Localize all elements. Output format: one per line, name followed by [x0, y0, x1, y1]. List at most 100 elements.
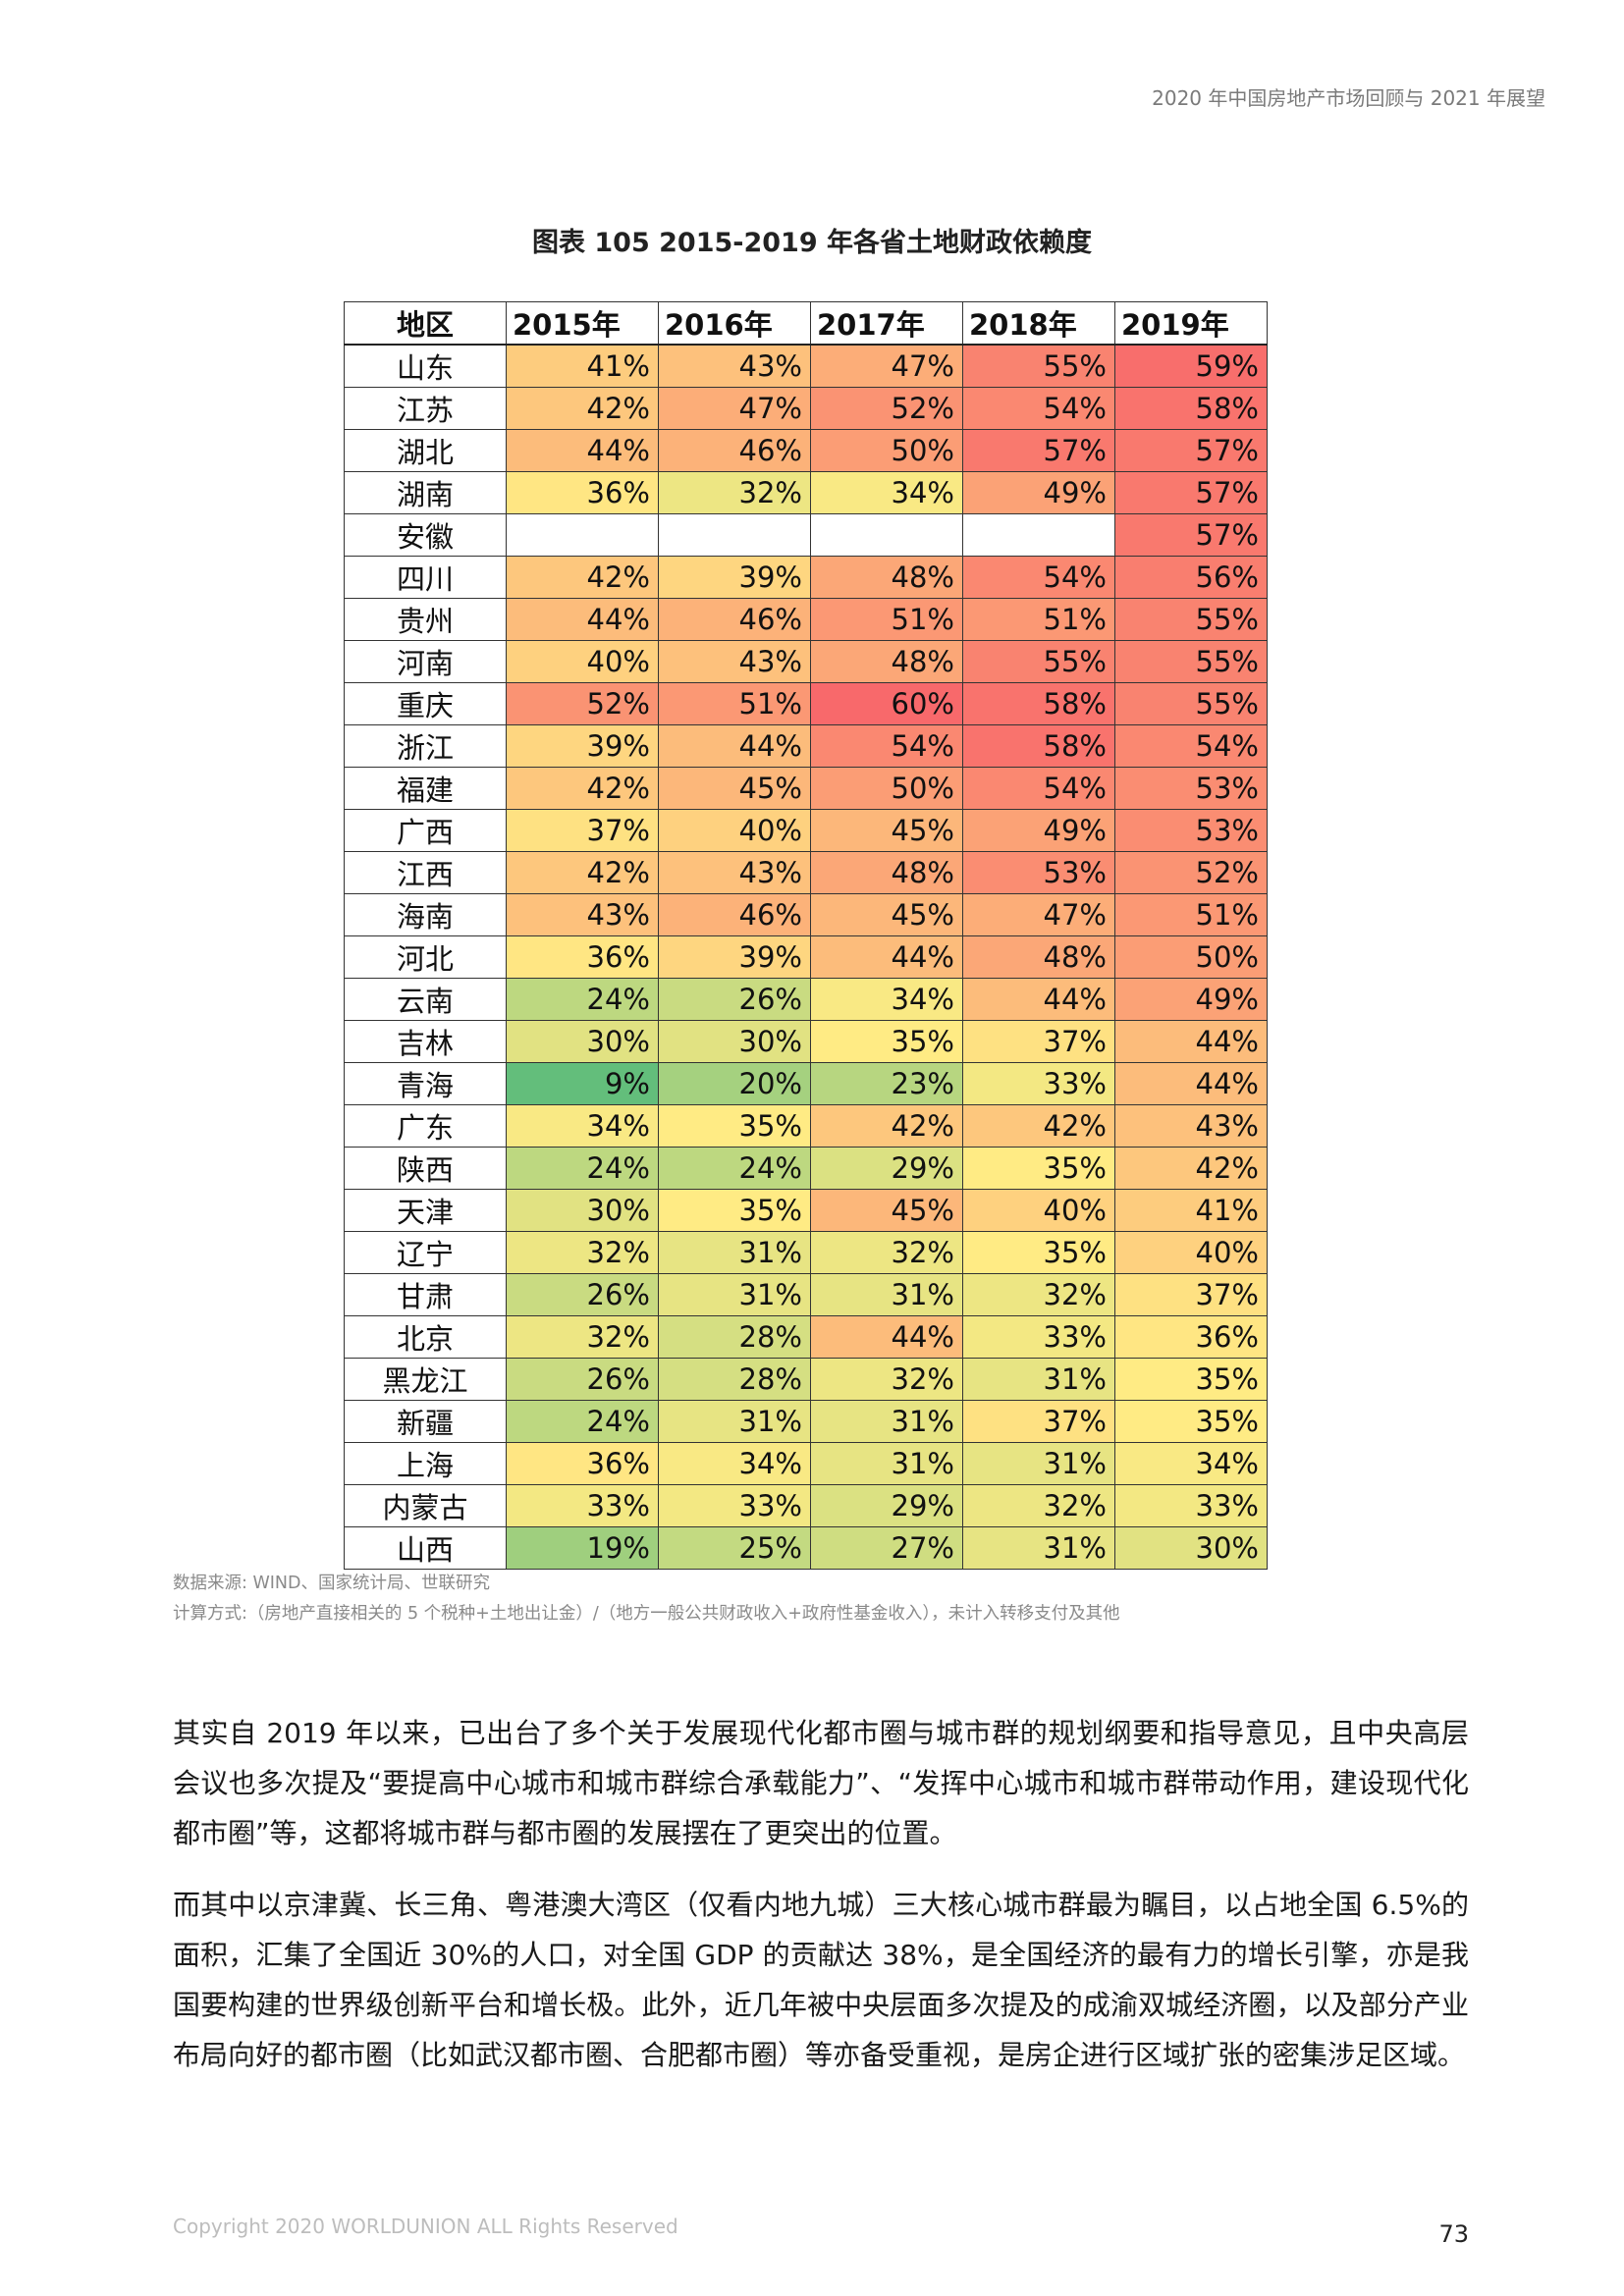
- value-cell: 35%: [810, 1020, 963, 1063]
- region-cell: 福建: [344, 767, 507, 810]
- value-cell: 36%: [1114, 1315, 1268, 1359]
- value-cell: 41%: [1114, 1189, 1268, 1232]
- region-cell: 黑龙江: [344, 1358, 507, 1401]
- region-cell: 广东: [344, 1104, 507, 1148]
- table-row: 河北 36% 39% 44% 48% 50%: [344, 935, 1268, 979]
- table-row: 辽宁 32% 31% 32% 35% 40%: [344, 1231, 1268, 1274]
- value-cell: 44%: [1114, 1020, 1268, 1063]
- region-cell: 海南: [344, 893, 507, 936]
- value-cell: 48%: [810, 556, 963, 599]
- value-cell: 24%: [658, 1147, 811, 1190]
- value-cell: 47%: [962, 893, 1115, 936]
- table-row: 青海 9% 20% 23% 33% 44%: [344, 1062, 1268, 1105]
- value-cell: 60%: [810, 682, 963, 725]
- heatmap-table-container: 地区 2015年 2016年 2017年 2018年 2019年 山东 41% 43…: [344, 301, 1268, 1570]
- region-cell: 吉林: [344, 1020, 507, 1063]
- table-row: 广东 34% 35% 42% 42% 43%: [344, 1104, 1268, 1148]
- value-cell: 43%: [658, 640, 811, 683]
- value-cell: 55%: [1114, 598, 1268, 641]
- region-cell: 河南: [344, 640, 507, 683]
- region-cell: 陕西: [344, 1147, 507, 1190]
- region-cell: 甘肃: [344, 1273, 507, 1316]
- region-cell: 内蒙古: [344, 1484, 507, 1527]
- table-row: 重庆 52% 51% 60% 58% 55%: [344, 682, 1268, 725]
- value-cell: 55%: [1114, 682, 1268, 725]
- value-cell: 53%: [1114, 767, 1268, 810]
- column-header-year: 2019年: [1114, 301, 1268, 346]
- value-cell: 39%: [658, 935, 811, 979]
- value-cell: 55%: [1114, 640, 1268, 683]
- value-cell: 32%: [810, 1358, 963, 1401]
- value-cell: 31%: [962, 1442, 1115, 1485]
- column-header-year: 2016年: [658, 301, 811, 346]
- value-cell: 29%: [810, 1484, 963, 1527]
- value-cell: 42%: [506, 556, 659, 599]
- value-cell: 48%: [810, 640, 963, 683]
- value-cell: 24%: [506, 1400, 659, 1443]
- value-cell: 51%: [962, 598, 1115, 641]
- value-cell: 45%: [810, 1189, 963, 1232]
- value-cell: 44%: [506, 429, 659, 472]
- region-cell: 青海: [344, 1062, 507, 1105]
- table-row: 上海 36% 34% 31% 31% 34%: [344, 1442, 1268, 1485]
- value-cell: 54%: [962, 556, 1115, 599]
- value-cell: 9%: [506, 1062, 659, 1105]
- value-cell: [810, 513, 963, 557]
- value-cell: 43%: [658, 344, 811, 388]
- value-cell: 58%: [1114, 387, 1268, 430]
- column-header-year: 2017年: [810, 301, 963, 346]
- value-cell: 28%: [658, 1315, 811, 1359]
- table-row: 吉林 30% 30% 35% 37% 44%: [344, 1020, 1268, 1063]
- value-cell: [658, 513, 811, 557]
- region-cell: 江西: [344, 851, 507, 894]
- value-cell: 42%: [810, 1104, 963, 1148]
- table-row: 四川 42% 39% 48% 54% 56%: [344, 556, 1268, 599]
- value-cell: 50%: [810, 767, 963, 810]
- value-cell: 32%: [658, 471, 811, 514]
- table-row: 山西 19% 25% 27% 31% 30%: [344, 1526, 1268, 1570]
- value-cell: 23%: [810, 1062, 963, 1105]
- table-row: 内蒙古 33% 33% 29% 32% 33%: [344, 1484, 1268, 1527]
- value-cell: 50%: [1114, 935, 1268, 979]
- value-cell: 54%: [1114, 724, 1268, 768]
- region-cell: 贵州: [344, 598, 507, 641]
- table-body: 山东 41% 43% 47% 55% 59% 江苏 42% 47% 52% 54% 58% 湖北 44% 4…: [344, 344, 1268, 1570]
- region-cell: 江苏: [344, 387, 507, 430]
- value-cell: 44%: [810, 935, 963, 979]
- region-cell: 辽宁: [344, 1231, 507, 1274]
- value-cell: 54%: [962, 387, 1115, 430]
- value-cell: 48%: [810, 851, 963, 894]
- value-cell: 31%: [658, 1231, 811, 1274]
- table-row: 甘肃 26% 31% 31% 32% 37%: [344, 1273, 1268, 1316]
- page-number: 73: [1438, 2220, 1469, 2248]
- value-cell: 52%: [506, 682, 659, 725]
- table-row: 海南 43% 46% 45% 47% 51%: [344, 893, 1268, 936]
- value-cell: 54%: [962, 767, 1115, 810]
- value-cell: 42%: [1114, 1147, 1268, 1190]
- table-row: 福建 42% 45% 50% 54% 53%: [344, 767, 1268, 810]
- value-cell: 35%: [658, 1189, 811, 1232]
- region-cell: 湖北: [344, 429, 507, 472]
- value-cell: 44%: [658, 724, 811, 768]
- value-cell: 31%: [810, 1400, 963, 1443]
- value-cell: 30%: [1114, 1526, 1268, 1570]
- land-finance-dependency-table: 地区 2015年 2016年 2017年 2018年 2019年 山东 41% 43…: [344, 301, 1268, 1570]
- table-header-row: 地区 2015年 2016年 2017年 2018年 2019年: [344, 301, 1268, 346]
- region-cell: 湖南: [344, 471, 507, 514]
- value-cell: 57%: [1114, 471, 1268, 514]
- region-cell: 重庆: [344, 682, 507, 725]
- value-cell: 34%: [658, 1442, 811, 1485]
- value-cell: 57%: [962, 429, 1115, 472]
- table-row: 新疆 24% 31% 31% 37% 35%: [344, 1400, 1268, 1443]
- value-cell: 31%: [962, 1358, 1115, 1401]
- body-paragraph: 其实自 2019 年以来，已出台了多个关于发展现代化都市圈与城市群的规划纲要和指…: [173, 1717, 1469, 1849]
- value-cell: 31%: [658, 1273, 811, 1316]
- value-cell: 19%: [506, 1526, 659, 1570]
- value-cell: 41%: [506, 344, 659, 388]
- value-cell: 47%: [658, 387, 811, 430]
- region-cell: 天津: [344, 1189, 507, 1232]
- value-cell: 32%: [962, 1273, 1115, 1316]
- value-cell: 44%: [1114, 1062, 1268, 1105]
- region-cell: 河北: [344, 935, 507, 979]
- value-cell: 34%: [1114, 1442, 1268, 1485]
